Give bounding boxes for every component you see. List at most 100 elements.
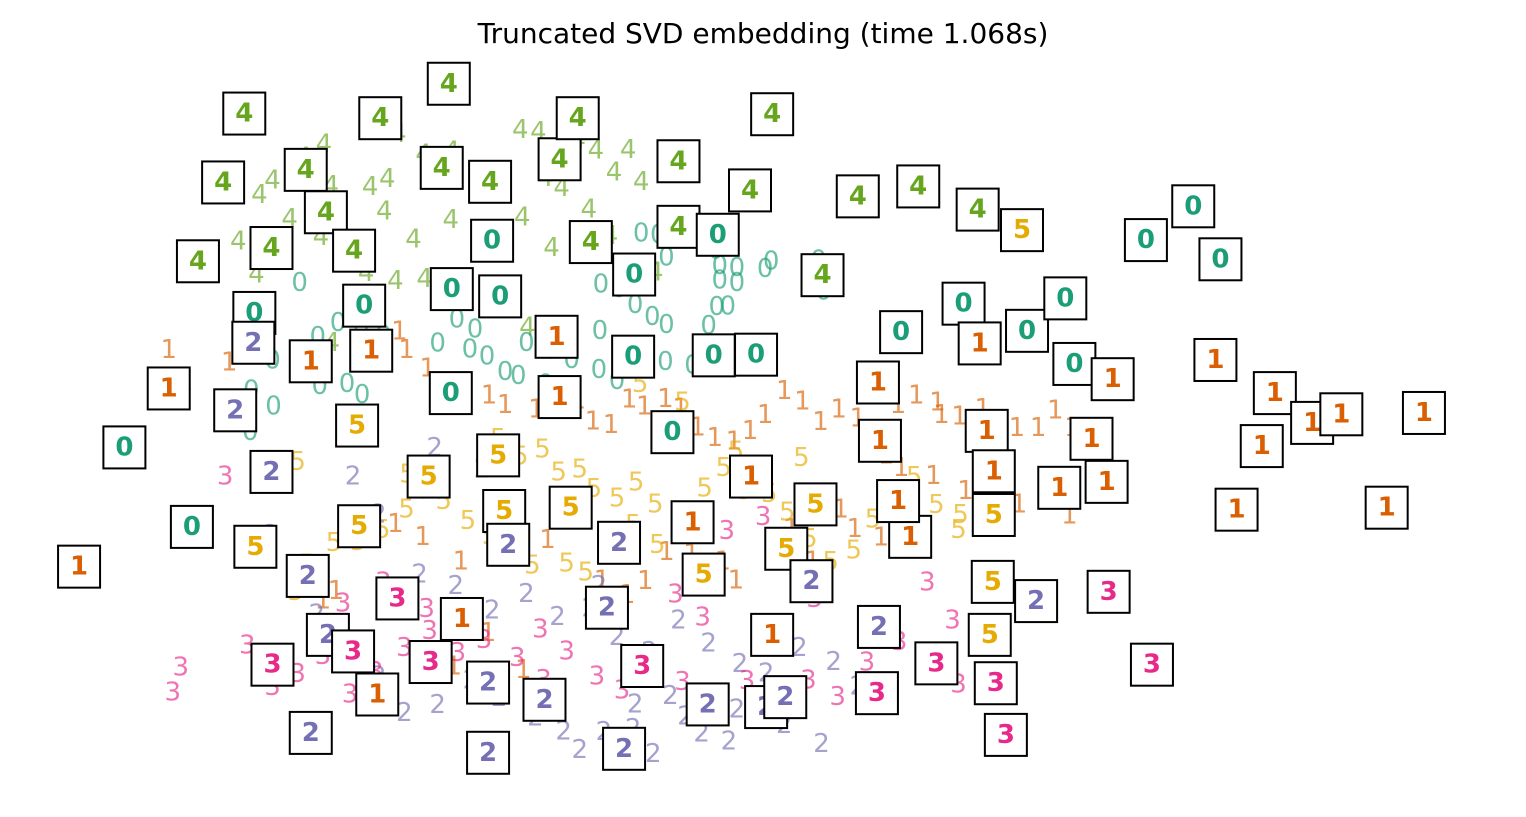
- digit-thumbnail: 1: [857, 418, 902, 463]
- digit-thumbnail: 2: [602, 726, 647, 771]
- thumbnail-digit-5: 5: [777, 534, 795, 564]
- data-point-digit-4: 4: [230, 226, 247, 256]
- digit-thumbnail: 5: [967, 612, 1012, 657]
- thumbnail-frame: [555, 96, 600, 141]
- data-point-digit-2: 2: [721, 727, 738, 757]
- digit-thumbnail: 0: [1171, 184, 1216, 229]
- digit-thumbnail: 2: [763, 675, 808, 720]
- thumbnail-frame: [358, 96, 403, 141]
- data-point-digit-5: 5: [550, 458, 567, 488]
- data-point-digit-4: 4: [387, 266, 404, 296]
- data-point-digit-3: 3: [509, 643, 526, 673]
- data-point-digit-5: 5: [609, 483, 626, 513]
- data-point-digit-4: 4: [543, 233, 560, 263]
- digit-thumbnail: 3: [1129, 642, 1174, 687]
- data-point-digit-1: 1: [515, 655, 532, 685]
- thumbnail-frame: [470, 218, 515, 263]
- digit-thumbnail: 1: [534, 314, 579, 359]
- thumbnail-frame: [1086, 569, 1131, 614]
- data-point-digit-1: 1: [742, 416, 759, 446]
- digit-thumbnail: 2: [486, 522, 531, 567]
- data-point-digit-0: 0: [330, 308, 347, 338]
- data-point-digit-3: 3: [558, 636, 575, 666]
- data-point-digit-2: 2: [627, 689, 644, 719]
- data-point-digit-0: 0: [592, 316, 609, 346]
- digit-thumbnail: 0: [342, 283, 387, 328]
- thumbnail-digit-1: 1: [1253, 431, 1271, 461]
- thumbnail-digit-4: 4: [189, 246, 207, 276]
- digit-thumbnail: 2: [522, 677, 567, 722]
- data-point-digit-2: 2: [825, 647, 842, 677]
- data-point-digit-1: 1: [414, 522, 431, 552]
- thumbnail-frame: [971, 449, 1016, 494]
- data-point-digit-1: 1: [539, 525, 556, 555]
- data-point-digit-5: 5: [460, 506, 477, 536]
- thumbnail-frame: [856, 604, 901, 649]
- thumbnail-frame: [466, 660, 511, 705]
- thumbnail-frame: [169, 504, 214, 549]
- digit-thumbnail: 4: [332, 228, 377, 273]
- thumbnail-digit-1: 1: [1266, 378, 1284, 408]
- digit-thumbnail: 4: [955, 187, 1000, 232]
- digit-thumbnail: 4: [896, 164, 941, 209]
- thumbnail-frame: [249, 226, 294, 271]
- data-point-digit-2: 2: [549, 602, 566, 632]
- thumbnail-frame: [1090, 357, 1135, 402]
- thumbnail-frame: [1043, 276, 1088, 321]
- digit-thumbnail: 4: [303, 190, 348, 235]
- thumbnail-digit-3: 3: [263, 650, 281, 680]
- thumbnail-digit-1: 1: [901, 522, 919, 552]
- data-point-digit-1: 1: [873, 522, 890, 552]
- digit-thumbnail: 3: [854, 671, 899, 716]
- digit-thumbnail: 0: [1198, 237, 1243, 282]
- thumbnail-frame: [303, 190, 348, 235]
- digit-thumbnail: 1: [537, 375, 582, 420]
- data-point-digit-0: 0: [291, 268, 308, 298]
- digit-thumbnail: 1: [146, 366, 191, 411]
- thumbnail-frame: [855, 360, 900, 405]
- chart-title: Truncated SVD embedding (time 1.068s): [477, 17, 1049, 50]
- thumbnail-digit-1: 1: [1228, 495, 1246, 525]
- thumbnail-digit-1: 1: [1332, 399, 1350, 429]
- digit-thumbnail: 1: [1069, 416, 1114, 461]
- data-point-digit-3: 3: [532, 615, 549, 645]
- data-point-digit-3: 3: [335, 589, 352, 619]
- digit-thumbnail: 4: [835, 174, 880, 219]
- thumbnail-digit-2: 2: [615, 734, 633, 764]
- data-point-digit-1: 1: [846, 514, 863, 544]
- thumbnail-frame: [611, 334, 656, 379]
- thumbnail-digit-0: 0: [747, 340, 765, 370]
- data-point-digit-1: 1: [497, 390, 514, 420]
- digit-thumbnail: 5: [548, 485, 593, 530]
- digit-thumbnail: 0: [734, 332, 779, 377]
- data-point-digit-1: 1: [328, 576, 345, 606]
- data-point-digit-0: 0: [593, 269, 610, 299]
- data-point-digit-2: 2: [813, 729, 830, 759]
- thumbnail-digit-2: 2: [699, 689, 717, 719]
- digit-thumbnail: 0: [1123, 218, 1168, 263]
- data-point-digit-0: 0: [479, 342, 496, 372]
- thumbnail-frame: [406, 454, 451, 499]
- data-point-digit-1: 1: [933, 400, 950, 430]
- data-point-digit-1: 1: [658, 537, 675, 567]
- thumbnail-digit-1: 1: [362, 336, 380, 366]
- data-point-digit-5: 5: [779, 497, 796, 527]
- thumbnail-digit-1: 1: [1082, 424, 1100, 454]
- data-point-digit-0: 0: [510, 361, 527, 391]
- thumbnail-frame: [1037, 465, 1082, 510]
- digit-thumbnail: 1: [876, 479, 921, 524]
- data-point-digit-1: 1: [391, 316, 408, 346]
- thumbnail-digit-1: 1: [1104, 364, 1122, 394]
- data-point-digit-1: 1: [1009, 413, 1026, 443]
- thumbnail-frame: [335, 403, 380, 448]
- digit-thumbnail: 4: [201, 160, 246, 205]
- thumbnail-frame: [439, 596, 484, 641]
- data-point-digit-1: 1: [776, 376, 793, 406]
- thumbnail-digit-0: 0: [705, 340, 723, 370]
- thumbnail-frame: [789, 559, 834, 604]
- thumbnail-digit-0: 0: [1211, 244, 1229, 274]
- thumbnail-digit-0: 0: [663, 417, 681, 447]
- thumbnail-frame: [685, 682, 730, 727]
- digit-thumbnail: 3: [375, 576, 420, 621]
- data-point-digit-5: 5: [716, 453, 733, 483]
